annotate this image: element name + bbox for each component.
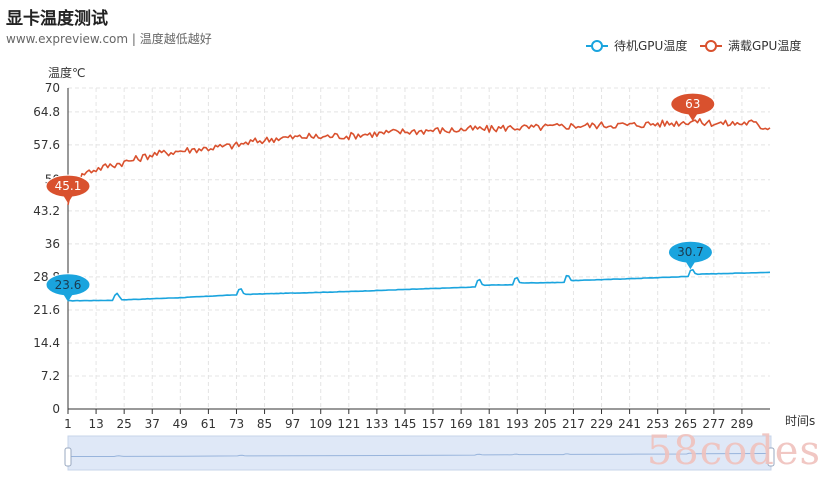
x-tick-label: 193 — [506, 417, 529, 431]
legend-item-idle[interactable]: 待机GPU温度 — [586, 38, 687, 53]
x-tick-label: 229 — [590, 417, 613, 431]
marker-layer: 23.6 30.7 45.1 63 — [45, 92, 716, 302]
y-tick-label: 36 — [45, 237, 60, 251]
y-tick-label: 0 — [52, 402, 60, 416]
marker-label: 63 — [685, 97, 700, 111]
y-tick-label: 70 — [45, 81, 60, 95]
legend[interactable]: 待机GPU温度 满载GPU温度 — [586, 38, 801, 53]
watermark-logo: 58codes — [646, 428, 821, 474]
value-marker: 45.1 — [45, 174, 91, 204]
x-tick-label: 157 — [422, 417, 445, 431]
zoom-track[interactable] — [67, 435, 772, 471]
y-tick-label: 14.4 — [33, 336, 60, 350]
x-tick-label: 181 — [478, 417, 501, 431]
x-tick-label: 205 — [534, 417, 557, 431]
x-tick-label: 241 — [618, 417, 641, 431]
zoom-left-handle[interactable] — [64, 447, 72, 467]
zoom-preview-line — [70, 452, 769, 457]
x-tick-label: 85 — [257, 417, 272, 431]
y-tick-label: 21.6 — [33, 303, 60, 317]
legend-label-load: 满载GPU温度 — [728, 38, 801, 53]
x-tick-label: 145 — [394, 417, 417, 431]
x-tick-label: 109 — [309, 417, 332, 431]
x-tick-label: 13 — [88, 417, 103, 431]
x-tick-label: 133 — [365, 417, 388, 431]
x-tick-label: 121 — [337, 417, 360, 431]
x-tick-label: 265 — [674, 417, 697, 431]
x-tick-label: 253 — [646, 417, 669, 431]
x-axis-title: 时间s — [785, 414, 815, 428]
y-axis-title: 温度℃ — [48, 65, 85, 80]
x-tick-label: 73 — [229, 417, 244, 431]
marker-label: 45.1 — [55, 179, 82, 193]
x-tick-label: 289 — [730, 417, 753, 431]
legend-label-idle: 待机GPU温度 — [614, 38, 687, 53]
y-tick-label: 43.2 — [33, 204, 60, 218]
y-tick-label: 64.8 — [33, 105, 60, 119]
value-marker: 63 — [670, 92, 716, 122]
x-tick-label: 25 — [117, 417, 132, 431]
legend-item-load[interactable]: 满载GPU温度 — [700, 38, 801, 53]
data-zoom-slider[interactable] — [64, 435, 775, 471]
series-line-load — [67, 118, 771, 206]
series-layer — [67, 118, 771, 302]
grid — [67, 87, 770, 410]
x-tick-label: 97 — [285, 417, 300, 431]
value-marker: 30.7 — [667, 240, 713, 270]
chart-subtitle: www.expreview.com | 温度越低越好 — [6, 32, 212, 46]
x-tick-label: 61 — [201, 417, 216, 431]
chart-title: 显卡温度测试 — [6, 9, 108, 29]
value-marker: 23.6 — [45, 273, 91, 302]
series-line-idle — [68, 268, 771, 302]
x-tick-label: 217 — [562, 417, 585, 431]
x-tick-label: 37 — [145, 417, 160, 431]
x-tick-label: 277 — [702, 417, 725, 431]
zoom-right-handle[interactable] — [767, 447, 775, 467]
marker-label: 30.7 — [677, 245, 704, 259]
y-tick-label: 57.6 — [33, 138, 60, 152]
y-tick-label: 7.2 — [41, 369, 60, 383]
axes: 07.214.421.628.83643.25057.664.870113253… — [33, 81, 770, 431]
x-tick-label: 1 — [64, 417, 72, 431]
marker-label: 23.6 — [55, 278, 82, 292]
x-tick-label: 169 — [450, 417, 473, 431]
x-tick-label: 49 — [173, 417, 188, 431]
